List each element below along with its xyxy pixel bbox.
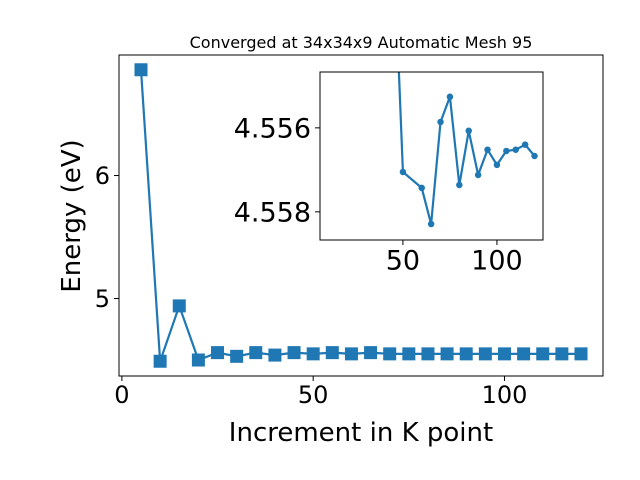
data-point — [287, 346, 301, 360]
x-tick-label: 0 — [114, 381, 129, 409]
plot-area — [397, 72, 538, 228]
y-tick-label: 4.556 — [234, 113, 311, 144]
data-point — [493, 161, 501, 169]
data-point — [531, 152, 538, 160]
x-tick-label: 50 — [386, 246, 420, 277]
data-point — [191, 353, 205, 367]
data-point — [418, 184, 425, 192]
data-point — [249, 346, 263, 360]
data-point — [402, 347, 416, 361]
y-tick-label: 6 — [95, 162, 110, 190]
x-tick-label: 100 — [471, 246, 523, 277]
data-point — [364, 346, 378, 360]
data-point — [437, 118, 444, 126]
data-point — [456, 181, 463, 189]
y-tick-label: 5 — [95, 285, 110, 313]
data-point — [555, 347, 569, 361]
plot-area — [134, 63, 588, 368]
data-point — [306, 347, 320, 361]
data-point — [325, 346, 339, 360]
data-point — [465, 127, 472, 135]
data-point — [211, 346, 225, 360]
data-point — [230, 349, 244, 363]
x-tick-label: 100 — [482, 381, 528, 409]
data-point — [268, 348, 282, 362]
data-point — [512, 146, 519, 153]
data-point — [427, 220, 435, 228]
axes-frame — [118, 54, 604, 377]
data-point — [344, 347, 358, 361]
data-point — [574, 347, 588, 361]
data-point — [440, 347, 454, 361]
data-point — [517, 347, 531, 361]
data-point — [446, 93, 454, 101]
data-point — [421, 347, 435, 361]
y-axis-label: Energy (eV) — [57, 139, 87, 292]
data-point — [459, 347, 473, 361]
data-point — [153, 354, 167, 368]
data-point — [383, 347, 397, 361]
data-point — [484, 146, 491, 153]
data-point — [172, 299, 186, 313]
data-point — [134, 63, 148, 77]
data-point — [521, 141, 529, 148]
data-point — [478, 347, 492, 361]
data-point — [474, 171, 482, 179]
y-tick-label: 4.558 — [234, 197, 311, 228]
x-tick-label: 50 — [298, 381, 329, 409]
data-point — [503, 147, 510, 155]
chart-title: Converged at 34x34x9 Automatic Mesh 95 — [190, 33, 533, 52]
data-point — [536, 347, 550, 361]
x-axis-label: Increment in K point — [229, 418, 493, 448]
data-point — [497, 347, 511, 361]
axes-frame — [319, 71, 544, 241]
data-point — [399, 168, 407, 176]
